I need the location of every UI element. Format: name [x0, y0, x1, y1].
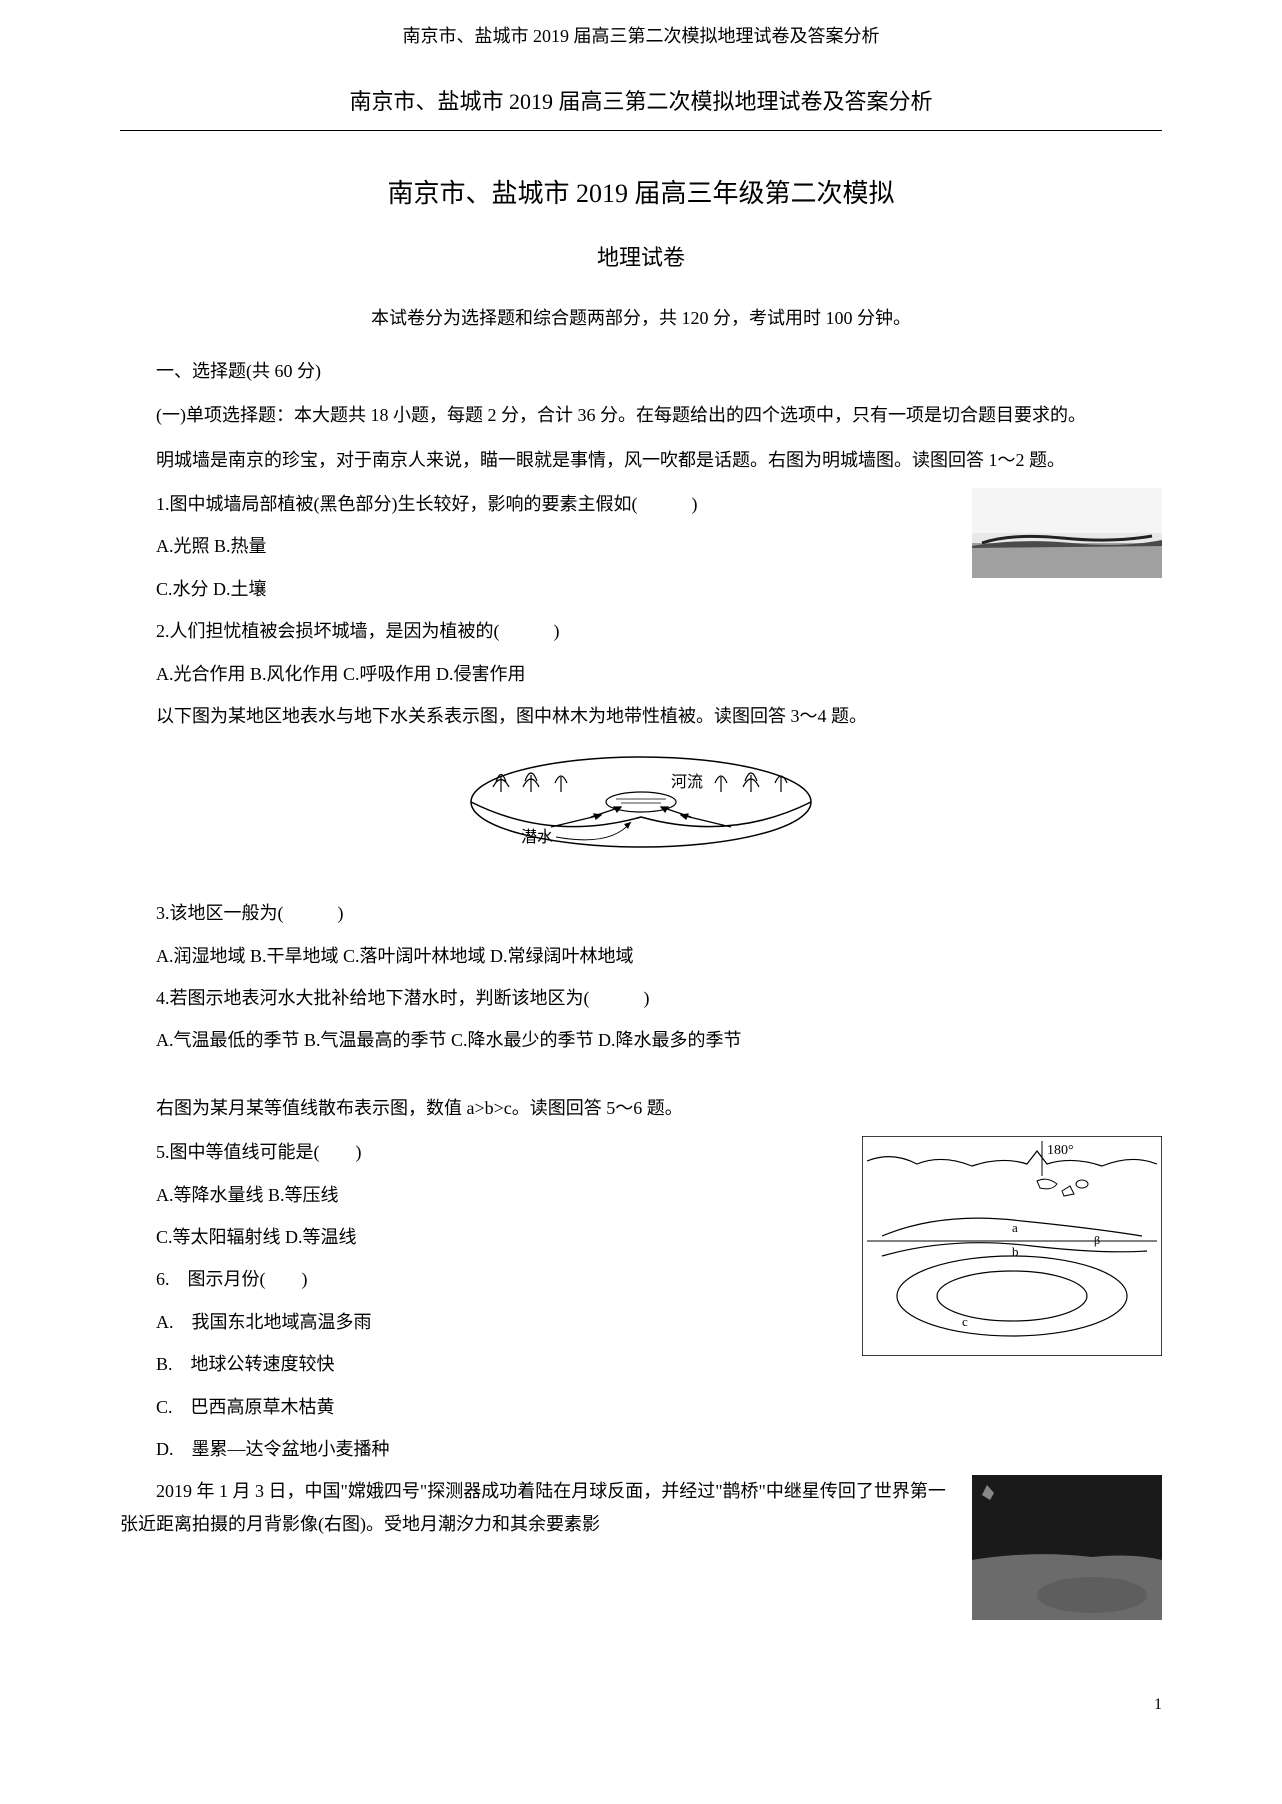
river-label: 河流 — [671, 773, 703, 791]
groundwater-diagram: 河流 潜水 — [120, 747, 1162, 877]
passage-2: 以下图为某地区地表水与地下水关系表示图，图中林木为地带性植被。读图回答 3～4 … — [120, 700, 1162, 732]
running-header: 南京市、盐城市 2019 届高三第二次模拟地理试卷及答案分析 — [120, 20, 1162, 52]
q4-options: A.气温最低的季节 B.气温最高的季节 C.降水最少的季节 D.降水最多的季节 — [120, 1024, 1162, 1056]
q3-options: A.润湿地域 B.干旱地域 C.落叶阔叶林地域 D.常绿阔叶林地域 — [120, 940, 1162, 972]
q2-options: A.光合作用 B.风化作用 C.呼吸作用 D.侵害作用 — [120, 658, 1162, 690]
section-a-heading: 一、选择题(共 60 分) — [120, 355, 1162, 387]
q6-option-d: D. 墨累—达令盆地小麦播种 — [120, 1433, 1162, 1465]
city-wall-image — [972, 488, 1162, 588]
svg-text:c: c — [962, 1314, 968, 1329]
longitude-label: 180° — [1047, 1143, 1074, 1158]
page-number: 1 — [120, 1691, 1162, 1720]
subtitle: 南京市、盐城市 2019 届高三第二次模拟地理试卷及答案分析 — [120, 82, 1162, 131]
main-title: 南京市、盐城市 2019 届高三年级第二次模拟 — [120, 171, 1162, 218]
question-4: 4.若图示地表河水大批补给地下潜水时，判断该地区为( ) — [120, 982, 1162, 1014]
q6-option-c: C. 巴西高原草木枯黄 — [120, 1391, 1162, 1423]
paper-name: 地理试卷 — [120, 238, 1162, 278]
question-3: 3.该地区一般为( ) — [120, 897, 1162, 929]
contour-map-image: 180° a b c β — [862, 1136, 1162, 1366]
passage-3: 右图为某月某等值线散布表示图，数值 a>b>c。读图回答 5～6 题。 — [120, 1092, 1162, 1124]
svg-text:b: b — [1012, 1244, 1019, 1259]
question-2: 2.人们担忧植被会损坏城墙，是因为植被的( ) — [120, 615, 1162, 647]
moon-surface-image — [972, 1475, 1162, 1630]
svg-text:a: a — [1012, 1220, 1018, 1235]
passage-1: 明城墙是南京的珍宝，对于南京人来说，瞄一眼就是事情，风一吹都是话题。右图为明城墙… — [120, 444, 1162, 476]
svg-text:β: β — [1094, 1233, 1100, 1247]
intro-text: 本试卷分为选择题和综合题两部分，共 120 分，考试用时 100 分钟。 — [120, 302, 1162, 334]
section-a1-text: (一)单项选择题：本大题共 18 小题，每题 2 分，合计 36 分。在每题给出… — [120, 399, 1162, 431]
groundwater-label: 潜水 — [521, 828, 553, 846]
